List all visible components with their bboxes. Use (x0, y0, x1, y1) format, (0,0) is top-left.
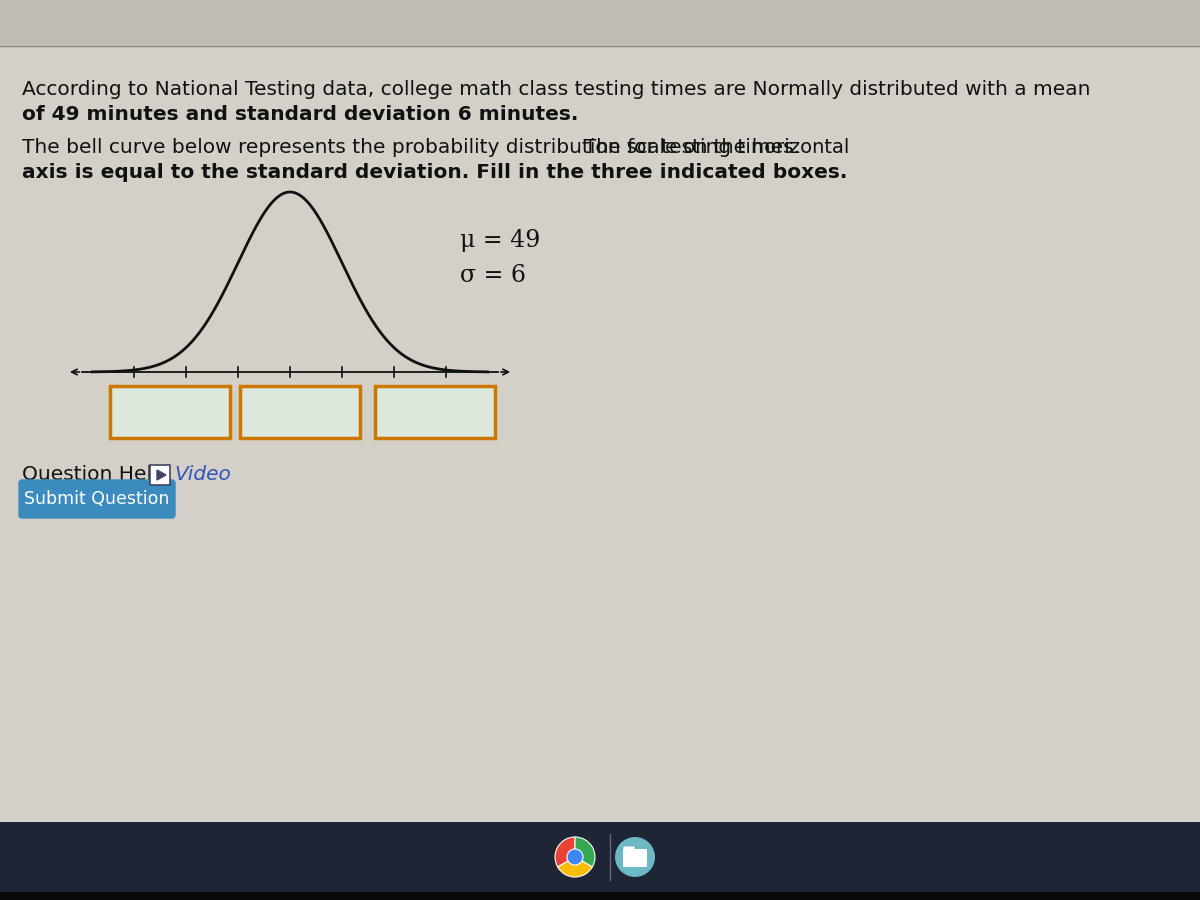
Bar (0, 892, 1200, 900)
Text: Question Help:: Question Help: (22, 465, 172, 484)
Circle shape (616, 837, 655, 877)
FancyBboxPatch shape (624, 847, 635, 852)
Wedge shape (575, 837, 595, 867)
Bar (240, 386, 360, 438)
FancyBboxPatch shape (19, 480, 175, 518)
Text: According to National Testing data, college math class testing times are Normall: According to National Testing data, coll… (22, 80, 1091, 99)
FancyBboxPatch shape (150, 465, 170, 485)
Bar (0, 0, 1200, 45)
FancyBboxPatch shape (623, 849, 647, 867)
Polygon shape (157, 470, 166, 480)
Text: of 49 minutes and standard deviation 6 minutes.: of 49 minutes and standard deviation 6 m… (22, 105, 578, 124)
Wedge shape (558, 857, 593, 877)
Wedge shape (554, 837, 575, 867)
Bar (0, 822, 1200, 900)
Circle shape (568, 849, 583, 865)
Text: μ = 49: μ = 49 (460, 229, 540, 251)
Text: The scale on the horizontal: The scale on the horizontal (578, 138, 850, 157)
Text: Video: Video (174, 465, 230, 484)
Text: Submit Question: Submit Question (24, 490, 169, 508)
Text: σ = 6: σ = 6 (460, 264, 526, 286)
Bar (374, 386, 496, 438)
Bar (110, 386, 230, 438)
Text: The bell curve below represents the probability distribution for testing times.: The bell curve below represents the prob… (22, 138, 800, 157)
Text: axis is equal to the standard deviation. Fill in the three indicated boxes.: axis is equal to the standard deviation.… (22, 163, 847, 182)
